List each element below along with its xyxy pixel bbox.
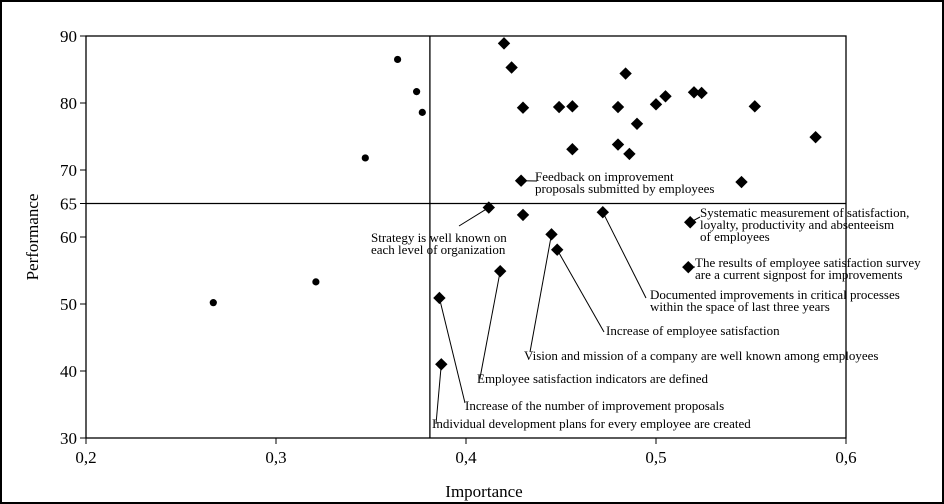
diamond-point: [505, 61, 518, 74]
annotation-label: Increase of the number of improvement pr…: [465, 398, 724, 413]
annotation-leader: [479, 271, 501, 379]
x-tick-label: 0,3: [265, 448, 286, 467]
diamond-point: [482, 201, 495, 214]
diamond-point: [682, 260, 695, 274]
diamond-point: [630, 117, 644, 130]
annotation-label: Systematic measurement of satisfaction,: [700, 205, 909, 220]
diamond-point: [687, 86, 701, 99]
annotation-leader: [556, 249, 605, 333]
circle-point: [312, 278, 320, 286]
annotation-leader: [602, 211, 647, 299]
y-tick-label: 90: [60, 27, 77, 46]
diamond-point: [435, 358, 448, 371]
annotation-label: are a current signpost for improvements: [695, 267, 903, 282]
diamond-point: [497, 37, 511, 50]
diamond-point: [552, 100, 566, 114]
x-tick-label: 0,4: [455, 448, 477, 467]
annotation-label: each level of organization: [371, 242, 506, 257]
diamond-point: [516, 208, 530, 222]
diamond-point: [748, 100, 761, 113]
y-tick-label: 80: [60, 94, 77, 113]
diamond-point: [659, 90, 672, 103]
x-tick-label: 0,5: [645, 448, 666, 467]
annotation-label: proposals submitted by employees: [535, 181, 714, 196]
annotation-leader: [438, 297, 466, 404]
diamond-point: [684, 216, 697, 229]
annotation-label: Vision and mission of a company are well…: [524, 348, 878, 363]
diamond-point: [566, 143, 579, 156]
diamond-point: [566, 100, 579, 113]
annotation-leader: [435, 364, 442, 425]
y-tick-label: 30: [60, 429, 77, 448]
annotation-label: within the space of last three years: [650, 299, 830, 314]
circle-point: [394, 55, 402, 64]
diamond-point: [514, 174, 528, 187]
y-tick-label: 50: [60, 295, 77, 314]
circle-point: [413, 88, 421, 96]
circle-point: [361, 154, 369, 162]
annotation-label: Strategy is well known on: [371, 230, 507, 245]
diamond-point: [695, 86, 708, 100]
diamond-point: [649, 98, 663, 111]
diamond-point: [623, 147, 636, 161]
x-axis-label: Importance: [445, 482, 522, 501]
diamond-point: [596, 206, 609, 219]
y-axis-label: Performance: [23, 194, 42, 281]
y-tick-label: 65: [60, 195, 77, 214]
circle-point: [209, 299, 217, 307]
diamond-point: [735, 175, 748, 189]
annotation-label: The results of employee satisfaction sur…: [695, 255, 921, 270]
circle-point: [418, 108, 426, 116]
annotation-label: Individual development plans for every e…: [432, 416, 751, 431]
annotation-label: of employees: [700, 229, 770, 244]
annotation-label: loyalty, productivity and absenteeism: [700, 217, 894, 232]
y-tick-label: 40: [60, 362, 77, 381]
annotation-label: Feedback on improvement: [535, 169, 674, 184]
diamond-point: [494, 264, 507, 278]
diamond-point: [611, 100, 625, 114]
diamond-point: [551, 243, 564, 256]
diamond-point: [516, 101, 530, 114]
diamond-point: [545, 228, 558, 241]
annotation-label: Increase of employee satisfaction: [606, 323, 780, 338]
annotation-label: Employee satisfaction indicators are def…: [477, 371, 709, 386]
annotation-leader: [458, 207, 490, 227]
diamond-point: [619, 67, 632, 80]
diamond-point: [433, 291, 446, 305]
x-tick-label: 0,2: [75, 448, 96, 467]
y-tick-label: 60: [60, 228, 77, 247]
x-tick-label: 0,6: [835, 448, 856, 467]
annotation-label: Documented improvements in critical proc…: [650, 287, 900, 302]
diamond-point: [809, 130, 822, 144]
y-tick-label: 70: [60, 161, 77, 180]
diamond-point: [611, 138, 625, 151]
annotation-leader: [529, 234, 552, 353]
